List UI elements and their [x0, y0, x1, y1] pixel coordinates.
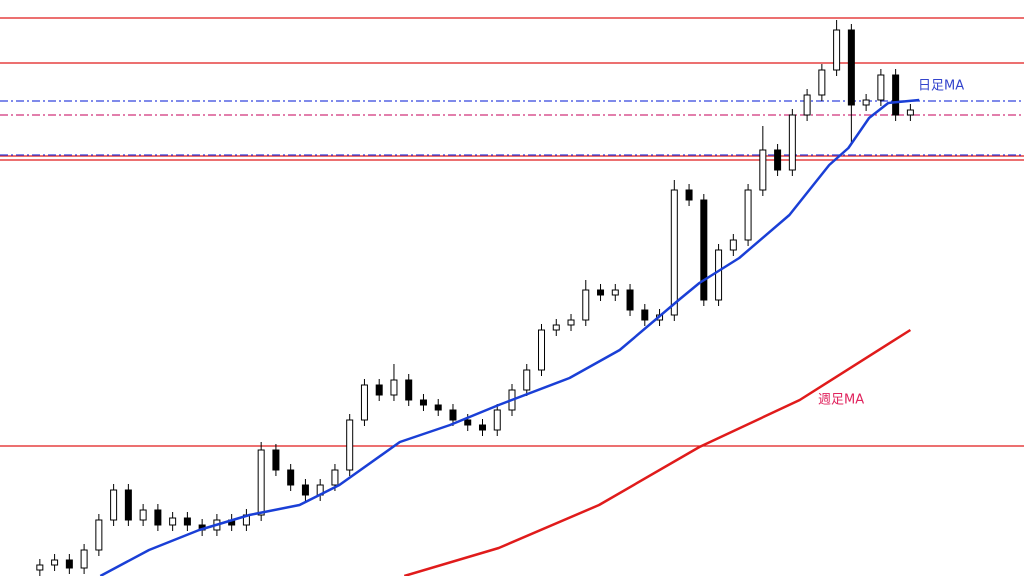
candle-body: [360, 384, 368, 421]
candle-body: [169, 517, 177, 526]
candle-body: [611, 289, 619, 296]
weekly-ma-label: 週足MA: [818, 393, 864, 408]
candle-body: [110, 489, 118, 521]
candle-body: [65, 559, 73, 569]
candle-body: [597, 289, 605, 296]
candle-body: [877, 74, 885, 101]
candle-body: [552, 324, 560, 331]
ma-line: [99, 98, 920, 576]
candle-body: [449, 409, 457, 421]
candle-body: [759, 149, 767, 191]
candle-body: [847, 29, 855, 106]
candle-body: [626, 289, 634, 311]
candle-body: [700, 199, 708, 301]
candle-body: [582, 289, 590, 321]
candle-body: [715, 249, 723, 301]
candle-body: [523, 369, 531, 391]
candle-body: [478, 424, 486, 431]
candle-body: [744, 189, 752, 241]
candle-body: [154, 509, 162, 526]
candle-body: [567, 319, 575, 326]
candle-body: [301, 484, 309, 496]
candle-body: [183, 517, 191, 526]
candle-body: [80, 549, 88, 569]
candle-body: [272, 449, 280, 471]
candle-body: [287, 469, 295, 486]
candle-body: [390, 379, 398, 396]
candle-body: [862, 99, 870, 106]
candle-body: [803, 94, 811, 116]
candle-body: [788, 114, 796, 171]
candle-body: [774, 149, 782, 171]
candle-body: [641, 309, 649, 321]
candle-body: [670, 189, 678, 316]
candle-body: [51, 559, 59, 566]
candle-body: [419, 399, 427, 406]
candle-body: [685, 189, 693, 201]
candle-body: [36, 564, 44, 571]
candle-body: [346, 419, 354, 471]
candle-body: [493, 409, 501, 431]
candle-body: [434, 404, 442, 411]
candle-body: [124, 489, 132, 521]
candle-body: [95, 519, 103, 551]
candle-body: [906, 109, 914, 116]
candle-body: [464, 419, 472, 426]
ma-line: [403, 328, 912, 576]
candle-body: [405, 379, 413, 401]
candle-body: [833, 29, 841, 71]
candle-body: [892, 74, 900, 116]
candle-body: [257, 449, 265, 516]
candle-body: [331, 469, 339, 486]
candle-body: [818, 69, 826, 96]
daily-ma-label: 日足MA: [918, 79, 964, 94]
candle-body: [139, 509, 147, 521]
candle-body: [375, 384, 383, 396]
candle-body: [538, 329, 546, 371]
candle-body: [729, 239, 737, 251]
